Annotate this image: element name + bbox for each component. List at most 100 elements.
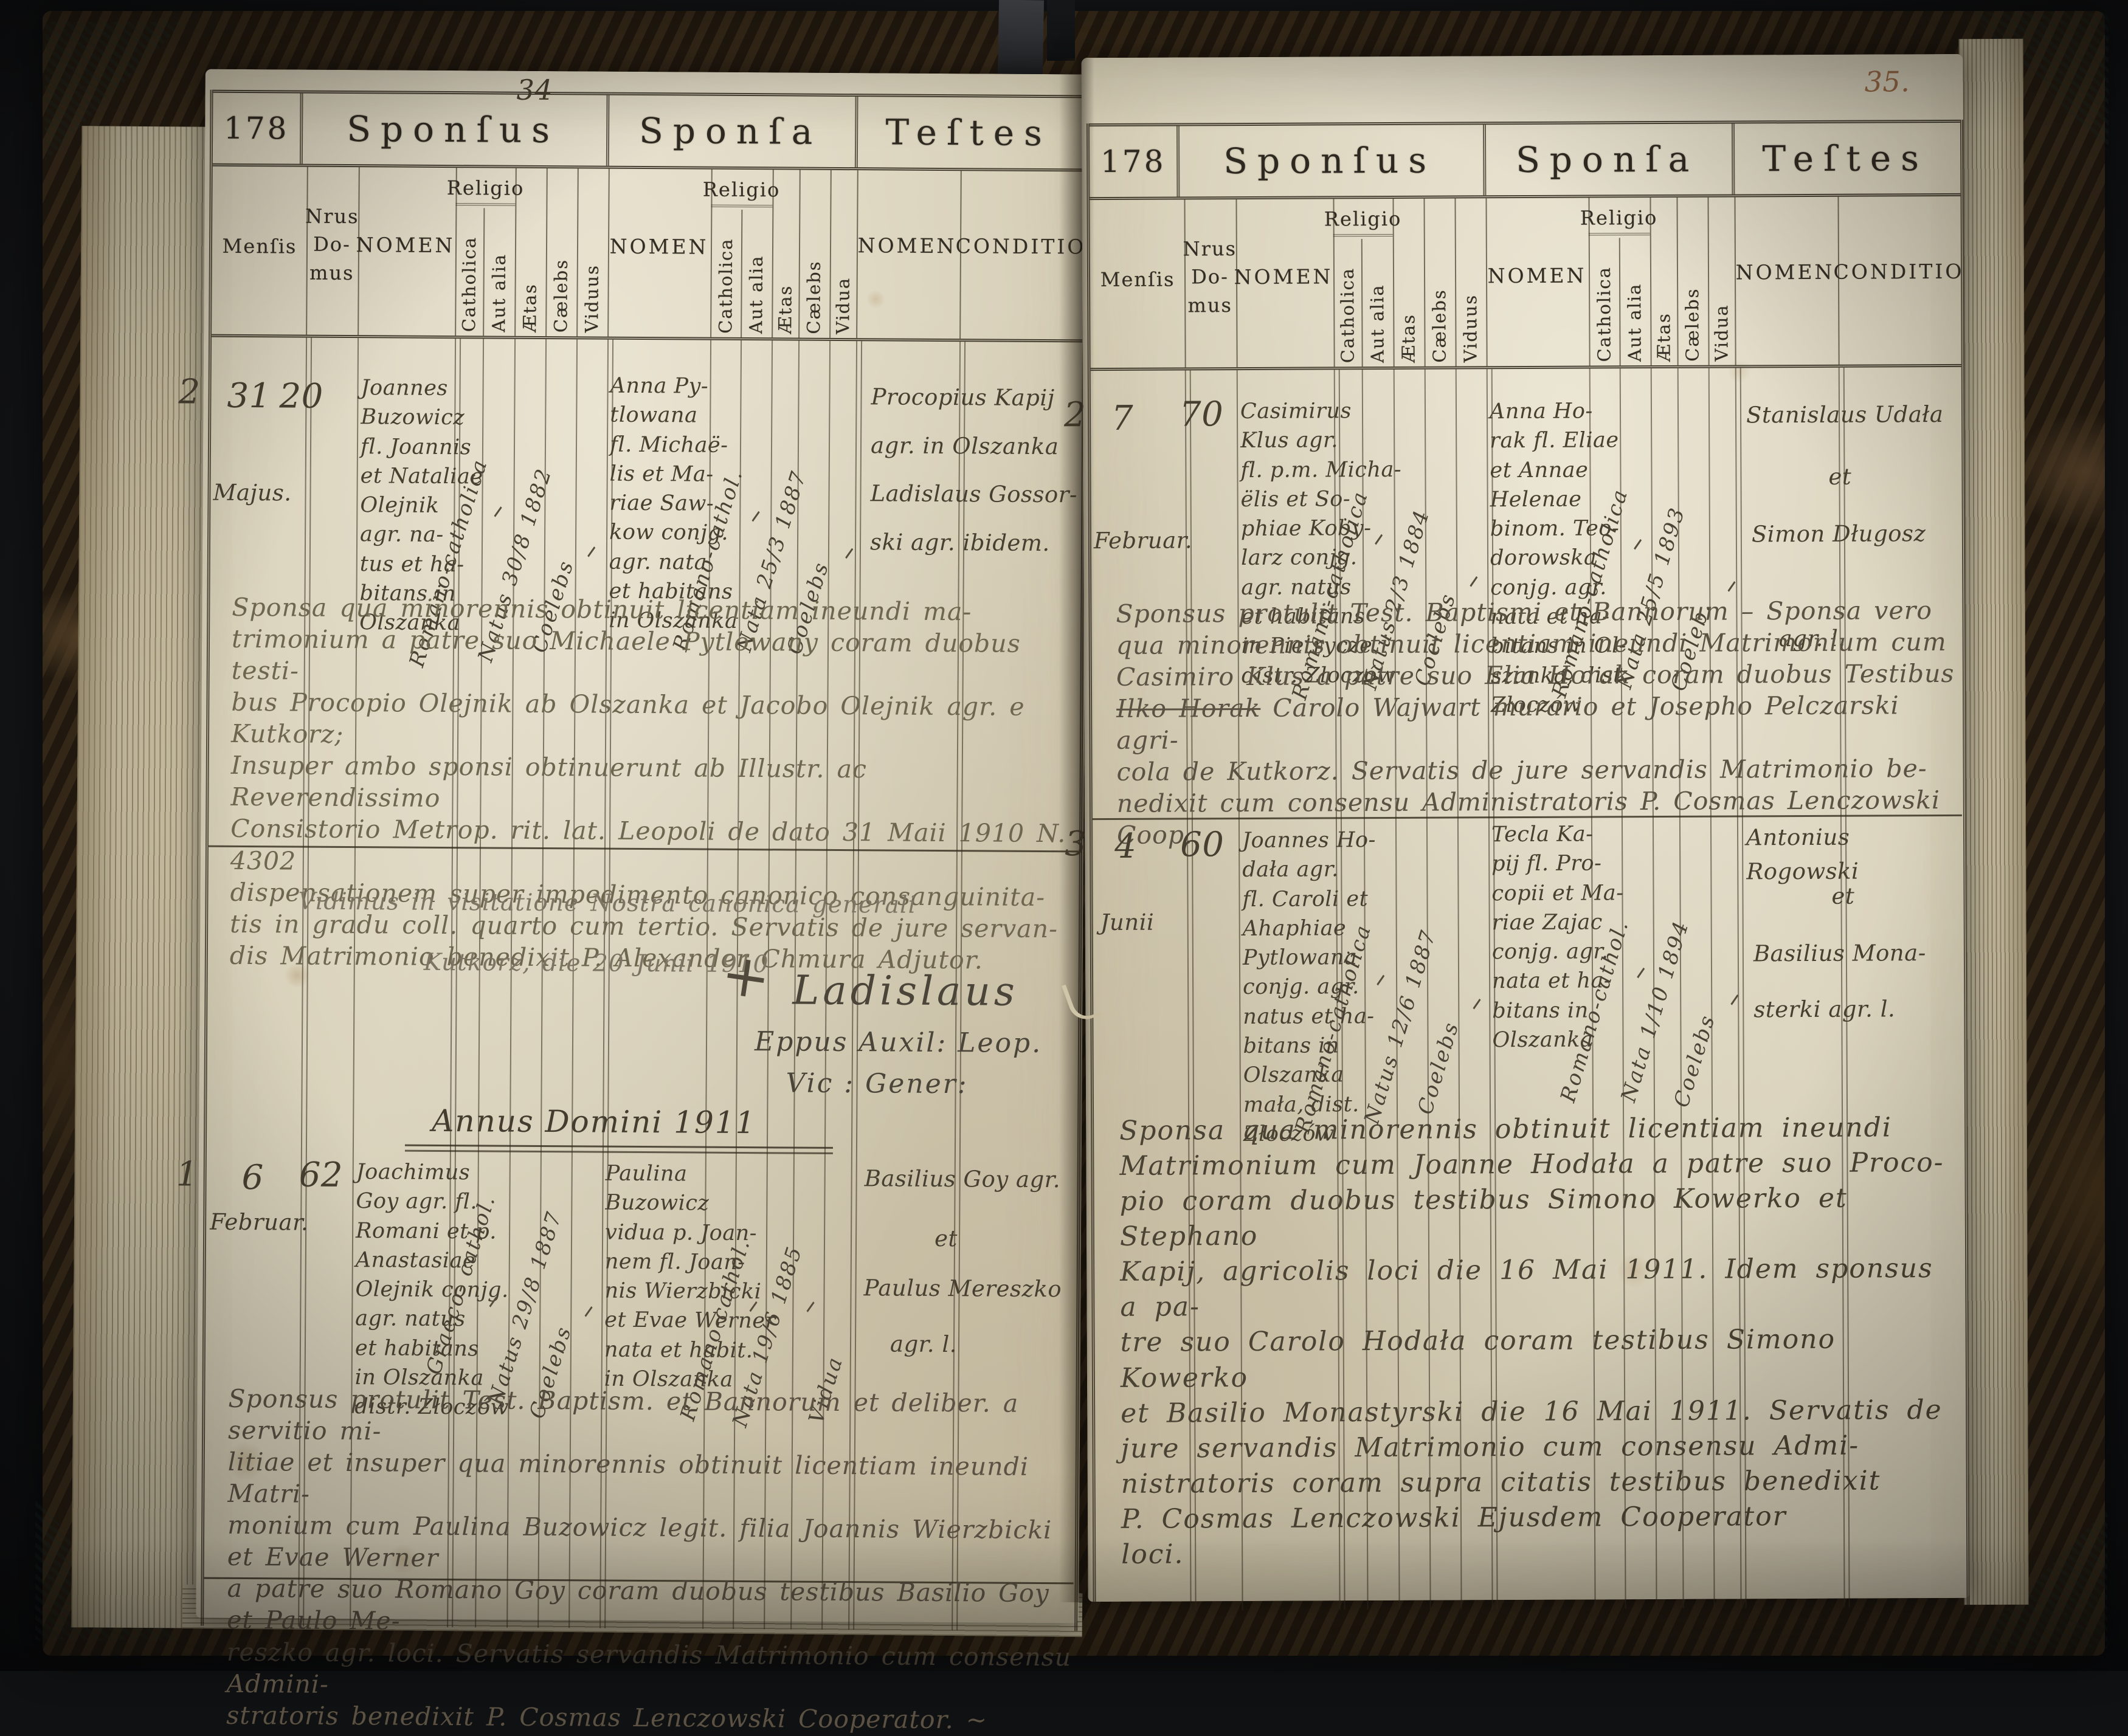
column-rule — [545, 168, 548, 337]
column-header-aetas: Ætas — [1398, 313, 1419, 363]
column-header-catholica: Catholica — [715, 238, 737, 334]
entries-area: 2 31 Majus. 20 Joannes Buzowicz fl. Joannis … — [176, 337, 1082, 1734]
handwritten-witnesses: agr. l. — [890, 1331, 958, 1358]
handwritten-entry-day: 4 — [1114, 826, 1137, 866]
handwritten-dash-mark: – — [478, 495, 514, 526]
column-rule — [576, 168, 579, 337]
register-page-right: 35. 178 Sponſus Sponſa Teſtes Menſis Nrus Do- … — [1064, 53, 1970, 1611]
column-header-aut_alia: Aut alia — [1367, 284, 1388, 363]
handwritten-entry-day: 6 — [241, 1157, 264, 1198]
column-header-aetas: Ætas — [519, 283, 541, 332]
handwritten-entry-number: 2 — [178, 372, 201, 412]
column-header-nomen: NOMEN — [356, 233, 455, 258]
column-header-aut_alia: Aut alia — [1624, 283, 1645, 362]
handwritten-entry-month: Februar. — [1093, 527, 1193, 554]
column-rule — [1618, 238, 1621, 366]
handwritten-witnesses: et — [1831, 883, 1855, 909]
column-header-religio: Religio — [1580, 206, 1658, 230]
column-header-aut_alia: Aut alia — [745, 255, 767, 334]
handwritten-witnesses: et — [1828, 463, 1852, 490]
handwritten-house-number: 20 — [279, 376, 323, 416]
handwritten-house-number: 70 — [1179, 394, 1224, 435]
handwritten-marriage-note: Sponsus protulit Test. Baptismi et Banno… — [1116, 596, 1955, 850]
column-rule — [1676, 197, 1679, 365]
column-header-caelebs: Cælebs — [1682, 288, 1703, 362]
column-header-viduus: Viduus — [581, 264, 603, 333]
form-column-band: Menſis Nrus Do- mus NOMEN Religio NOMEN Relig… — [212, 166, 1086, 343]
handwritten-house-number: 62 — [299, 1155, 344, 1196]
handwritten-witnesses: sterki agr. l. — [1753, 996, 1896, 1023]
page-edges-right — [1958, 38, 2029, 1605]
column-header-catholica: Catholica — [458, 236, 480, 332]
handwritten-entry-month: Februar. — [210, 1208, 309, 1236]
page-edges-left — [71, 126, 216, 1628]
column-header-aetas: Ætas — [1653, 312, 1674, 362]
column-header-catholica: Catholica — [1593, 266, 1615, 362]
header-testes: Teſtes — [885, 111, 1052, 154]
handwritten-witnesses: Procopius Kapij agr. in Olszanka Ladisla… — [869, 384, 1078, 556]
handwritten-bishop-title: Vic : Gener: — [786, 1067, 969, 1100]
row-separator — [404, 1144, 833, 1154]
binding-strap — [997, 0, 1045, 75]
column-header-mensis: Menſis — [1100, 267, 1175, 292]
header-sponsus: Sponſus — [1176, 125, 1487, 197]
handwritten-witnesses: Stanislaus Udała — [1746, 401, 1944, 429]
handwritten-witnesses: Antonius Rogowski — [1746, 824, 1859, 884]
handwritten-entry-day: 7 — [1111, 398, 1134, 438]
religio-underline — [1588, 233, 1650, 236]
form-title-band: 178 Sponſus Sponſa Teſtes — [1089, 119, 1961, 201]
column-header-caelebs: Cælebs — [550, 258, 572, 333]
handwritten-house-number: 60 — [1180, 825, 1225, 865]
handwritten-witnesses: et — [934, 1225, 958, 1252]
folio-number: 34 — [516, 73, 553, 107]
header-sponsa: Sponſa — [606, 95, 858, 168]
column-header-nomen: NOMEN — [609, 234, 709, 259]
book-gutter — [1059, 58, 1099, 1602]
form-number: 178 — [1089, 126, 1180, 198]
handwritten-dash-mark: – — [736, 499, 772, 531]
handwritten-witnesses: Paulus Mereszko — [863, 1275, 1062, 1303]
handwritten-marriage-note: Sponsa qua minorennis obtinuit licentiam… — [1119, 1112, 1944, 1570]
handwritten-witnesses: Basilius Goy agr. — [864, 1165, 1061, 1193]
column-header-aetas: Ætas — [775, 284, 796, 334]
column-header-nrus: Nrus Do- mus — [305, 204, 359, 284]
column-header-religio: Religio — [702, 177, 781, 202]
handwritten-visitation-note: Vidimus in visitatione Nostra canonica g… — [298, 887, 917, 919]
column-header-mensis: Menſis — [222, 234, 297, 258]
header-sponsus: Sponſus — [299, 93, 610, 166]
column-header-nrus: Nrus Do- mus — [1183, 237, 1237, 317]
form-number: 178 — [212, 92, 303, 164]
handwritten-visitation-place-date: Kutkorz, die 20 Junii 1910 — [423, 948, 769, 979]
column-header-religio: Religio — [446, 176, 525, 200]
column-header-caelebs: Cælebs — [1429, 289, 1450, 363]
column-rule — [1707, 197, 1710, 365]
form-table: 178 Sponſus Sponſa Teſtes Menſis Nrus Do- mus… — [176, 89, 1087, 1734]
column-header-viduus: Viduus — [1460, 294, 1481, 363]
religio-underline — [1333, 233, 1393, 237]
handwritten-witnesses: Simon Długosz — [1751, 520, 1926, 548]
handwritten-entry-month: Majus. — [213, 479, 292, 506]
column-rule — [1423, 198, 1426, 367]
column-header-nomen: NOMEN — [857, 233, 957, 258]
header-sponsa: Sponſa — [1482, 123, 1735, 196]
column-rule — [829, 170, 832, 338]
column-header-nomen: NOMEN — [1234, 264, 1333, 289]
column-header-aut_alia: Aut alia — [488, 253, 510, 332]
handwritten-signature-cross: + — [716, 939, 776, 1014]
header-testes: Teſtes — [1762, 137, 1929, 180]
handwritten-marriage-note: Sponsus protulit Test. Baptism. et Banno… — [226, 1383, 1072, 1735]
column-header-caelebs: Cælebs — [803, 260, 824, 334]
handwritten-witnesses: Basilius Mona- — [1753, 940, 1926, 967]
handwritten-entry-day: 31 — [227, 376, 271, 416]
form-column-band: Menſis Nrus Do- mus NOMEN Religio NOMEN Relig… — [1090, 196, 1964, 371]
binding-strap — [1047, 0, 1075, 61]
column-rule — [1454, 198, 1457, 367]
column-header-nomen: NOMEN — [1487, 263, 1587, 288]
handwritten-entry-month: Junii — [1100, 909, 1155, 936]
handwritten-year-heading: Annus Domini 1911 — [432, 1103, 756, 1141]
column-header-catholica: Catholica — [1336, 267, 1358, 363]
column-header-vidua: Vidua — [832, 277, 854, 335]
religio-underline — [711, 204, 773, 208]
